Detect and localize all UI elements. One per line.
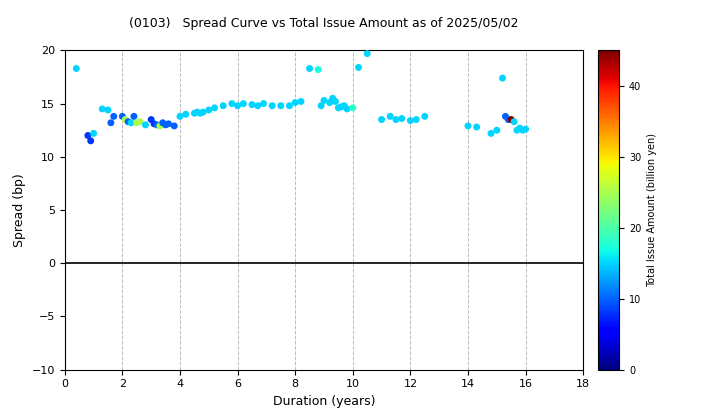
Point bbox=[497, 75, 508, 81]
Point bbox=[122, 118, 134, 125]
Point bbox=[252, 102, 264, 109]
Point bbox=[410, 116, 422, 123]
Point bbox=[517, 127, 528, 134]
Point bbox=[338, 102, 350, 109]
Y-axis label: Spread (bp): Spread (bp) bbox=[13, 173, 26, 247]
Point bbox=[462, 123, 474, 129]
Point bbox=[266, 102, 278, 109]
Point bbox=[180, 111, 192, 118]
Point bbox=[312, 66, 324, 73]
Point bbox=[505, 116, 517, 123]
Point bbox=[120, 116, 131, 123]
Point bbox=[390, 116, 402, 123]
Point bbox=[361, 50, 373, 57]
Point bbox=[108, 113, 120, 120]
Point bbox=[148, 121, 160, 127]
Point bbox=[217, 102, 229, 109]
Point bbox=[419, 113, 431, 120]
Point bbox=[105, 119, 117, 126]
Point bbox=[520, 126, 531, 132]
Point bbox=[226, 100, 238, 107]
Point bbox=[96, 105, 108, 112]
Point bbox=[163, 121, 174, 127]
Point bbox=[508, 118, 520, 125]
Point bbox=[238, 100, 249, 107]
Point bbox=[88, 130, 99, 137]
Point bbox=[246, 101, 258, 108]
Point bbox=[154, 123, 166, 129]
Point bbox=[131, 119, 143, 126]
Text: (0103)   Spread Curve vs Total Issue Amount as of 2025/05/02: (0103) Spread Curve vs Total Issue Amoun… bbox=[130, 17, 518, 30]
Point bbox=[503, 116, 514, 123]
Point bbox=[168, 123, 180, 129]
Point bbox=[140, 121, 151, 128]
Point bbox=[396, 115, 408, 122]
Point bbox=[151, 121, 163, 128]
Point bbox=[85, 137, 96, 144]
Point bbox=[511, 127, 523, 134]
Point bbox=[295, 98, 307, 105]
Point bbox=[327, 95, 338, 102]
Point bbox=[194, 110, 206, 116]
Point bbox=[405, 117, 416, 124]
Point bbox=[330, 98, 341, 105]
Point bbox=[485, 130, 497, 137]
Point bbox=[71, 65, 82, 72]
Point bbox=[145, 116, 157, 123]
Point bbox=[324, 99, 336, 106]
Point bbox=[197, 109, 209, 116]
Point bbox=[304, 65, 315, 72]
Point bbox=[376, 116, 387, 123]
Point bbox=[347, 105, 359, 111]
Point bbox=[289, 99, 301, 106]
Point bbox=[275, 102, 287, 109]
Point bbox=[471, 123, 482, 130]
Point bbox=[258, 100, 269, 107]
Point bbox=[341, 105, 353, 112]
Point bbox=[500, 113, 511, 120]
Point bbox=[315, 102, 327, 109]
Point bbox=[353, 64, 364, 71]
Point bbox=[128, 113, 140, 120]
X-axis label: Duration (years): Duration (years) bbox=[273, 395, 375, 408]
Point bbox=[384, 113, 396, 120]
Point bbox=[134, 118, 145, 125]
Point bbox=[192, 109, 203, 116]
Point bbox=[203, 107, 215, 113]
Point bbox=[189, 110, 200, 116]
Y-axis label: Total Issue Amount (billion yen): Total Issue Amount (billion yen) bbox=[647, 133, 657, 287]
Point bbox=[514, 125, 526, 131]
Point bbox=[174, 113, 186, 120]
Point bbox=[232, 102, 243, 109]
Point bbox=[209, 105, 220, 111]
Point bbox=[125, 119, 137, 126]
Point bbox=[160, 121, 171, 128]
Point bbox=[102, 107, 114, 113]
Point bbox=[491, 127, 503, 134]
Point bbox=[284, 102, 295, 109]
Point bbox=[82, 132, 94, 139]
Point bbox=[318, 97, 330, 104]
Point bbox=[336, 103, 347, 110]
Point bbox=[117, 113, 128, 120]
Point bbox=[333, 105, 344, 111]
Point bbox=[157, 119, 168, 126]
